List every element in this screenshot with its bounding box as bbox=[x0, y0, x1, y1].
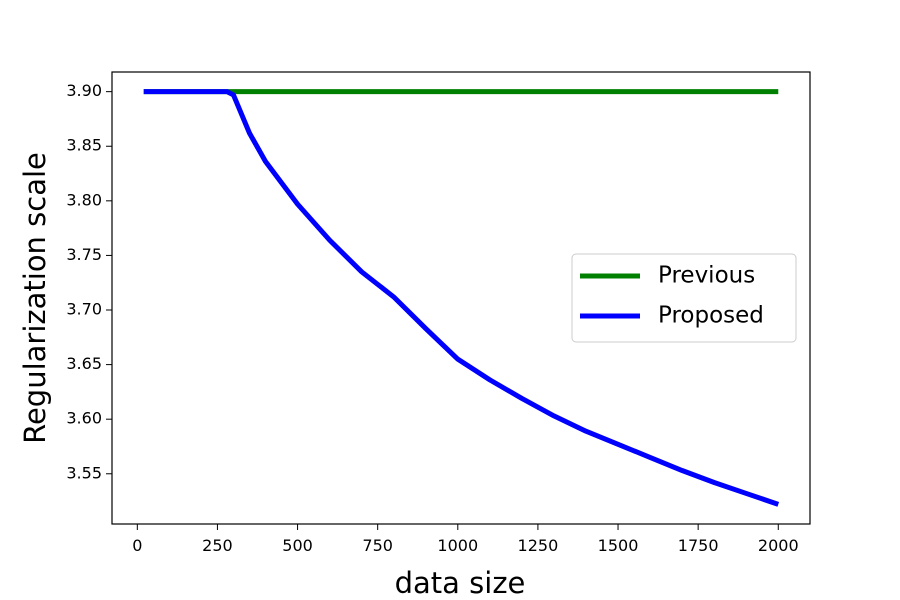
y-tick-label: 3.65 bbox=[66, 354, 102, 373]
y-tick-label: 3.60 bbox=[66, 409, 102, 428]
y-tick-label: 3.55 bbox=[66, 463, 102, 482]
legend-label: Previous bbox=[658, 263, 755, 289]
legend: Previous Proposed bbox=[571, 253, 797, 343]
x-tick-label: 500 bbox=[282, 536, 313, 555]
y-axis-label: Regularization scale bbox=[18, 152, 52, 444]
x-tick-label: 1500 bbox=[598, 536, 639, 555]
legend-label: Proposed bbox=[658, 303, 764, 329]
x-tick-label: 1250 bbox=[518, 536, 559, 555]
y-tick-label: 3.90 bbox=[66, 81, 102, 100]
plot-frame bbox=[111, 71, 811, 525]
y-tick-label: 3.70 bbox=[66, 300, 102, 319]
y-tick-label: 3.85 bbox=[66, 136, 102, 155]
y-tick-label: 3.75 bbox=[66, 245, 102, 264]
x-tick-label: 1750 bbox=[678, 536, 719, 555]
x-tick-label: 250 bbox=[202, 536, 233, 555]
series-line bbox=[143, 89, 780, 507]
x-tick-label: 2000 bbox=[758, 536, 799, 555]
x-tick-label: 750 bbox=[362, 536, 393, 555]
x-tick-label: 0 bbox=[132, 536, 142, 555]
y-tick-label: 3.80 bbox=[66, 190, 102, 209]
x-axis-label: data size bbox=[395, 566, 526, 600]
x-tick-label: 1000 bbox=[437, 536, 478, 555]
